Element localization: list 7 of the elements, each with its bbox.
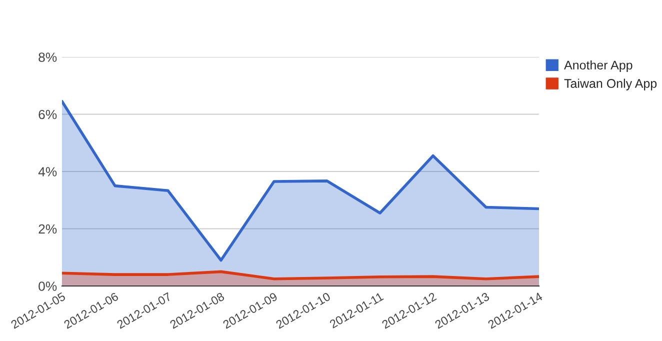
y-tick-label: 4% bbox=[38, 167, 57, 176]
y-tick-label: 0% bbox=[38, 282, 57, 291]
y-tick-label: 2% bbox=[38, 224, 57, 234]
y-tick-label: 8% bbox=[38, 52, 57, 62]
legend-label: Taiwan Only App bbox=[564, 78, 657, 90]
legend-label: Another App bbox=[564, 60, 632, 72]
y-tick-label: 6% bbox=[38, 110, 57, 120]
